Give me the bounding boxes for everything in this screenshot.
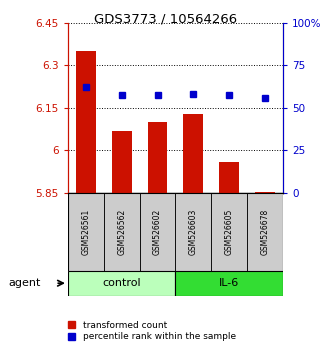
Bar (255, 192, 275, 193)
Text: GSM526605: GSM526605 (225, 209, 234, 255)
Bar (219, 162, 239, 193)
Bar (183, 114, 203, 193)
Bar (175, 271, 283, 296)
Bar (247, 193, 283, 271)
Bar (211, 193, 247, 271)
Text: GSM526603: GSM526603 (189, 209, 198, 255)
Bar (76, 51, 96, 193)
Bar (140, 193, 175, 271)
Bar (104, 193, 140, 271)
Text: GDS3773 / 10564266: GDS3773 / 10564266 (94, 12, 237, 25)
Text: GSM526678: GSM526678 (260, 209, 269, 255)
Bar (148, 122, 167, 193)
Bar (68, 271, 175, 296)
Bar (112, 131, 131, 193)
Text: agent: agent (8, 278, 41, 288)
Text: GSM526562: GSM526562 (117, 209, 126, 255)
Text: GSM526561: GSM526561 (81, 209, 90, 255)
Bar (175, 193, 211, 271)
Text: control: control (102, 278, 141, 288)
Text: IL-6: IL-6 (219, 278, 239, 288)
Legend: transformed count, percentile rank within the sample: transformed count, percentile rank withi… (68, 321, 236, 341)
Text: GSM526602: GSM526602 (153, 209, 162, 255)
Bar (68, 193, 104, 271)
